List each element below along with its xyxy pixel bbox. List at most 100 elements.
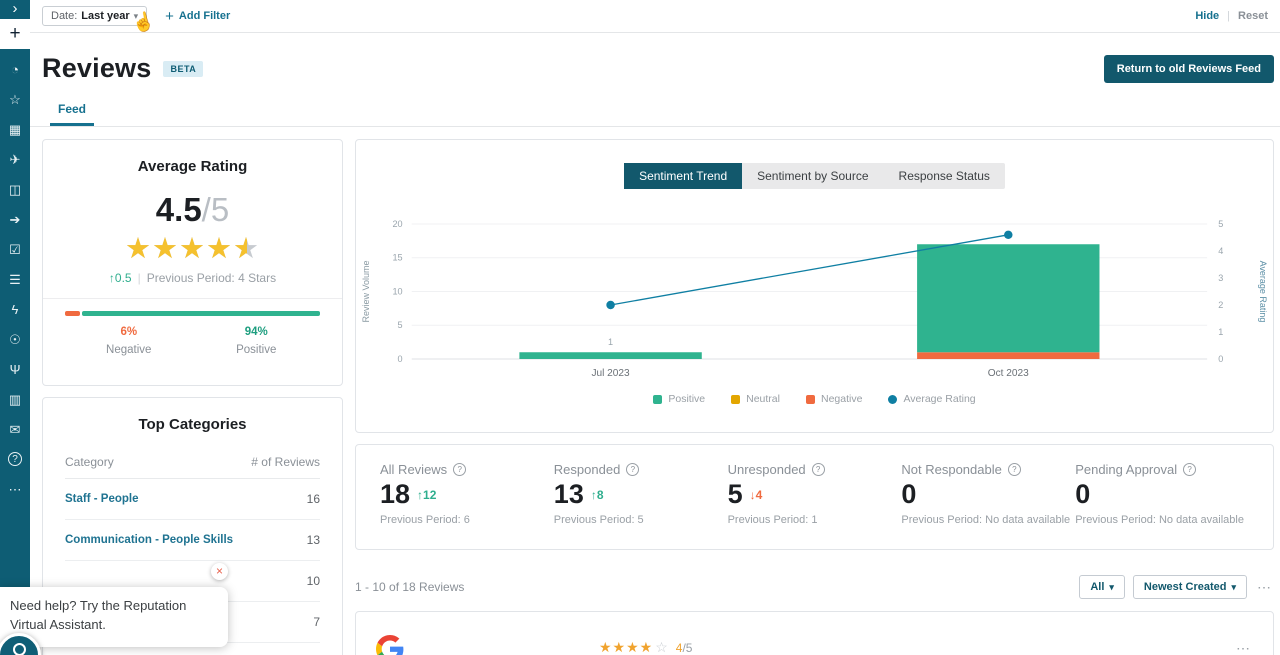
chart-legend: Positive Neutral Negative Average Rating — [356, 393, 1273, 405]
category-column-header: Category — [65, 455, 114, 469]
filter-all-dropdown[interactable]: All ▾ — [1079, 575, 1125, 599]
beta-badge: BETA — [163, 60, 204, 77]
sort-dropdown[interactable]: Newest Created ▾ — [1132, 575, 1247, 599]
more-icon[interactable]: ⋯ — [8, 482, 22, 497]
tab-sentiment-trend[interactable]: Sentiment Trend — [624, 163, 743, 189]
help-circle-icon[interactable]: ? — [811, 463, 825, 476]
tab-sentiment-by-source[interactable]: Sentiment by Source — [757, 169, 869, 183]
review-count: 1 - 10 of 18 Reviews — [355, 580, 465, 594]
mic-icon[interactable]: Ψ — [9, 362, 21, 377]
delta-up: ↑12 — [417, 487, 437, 502]
svg-text:5: 5 — [1218, 219, 1223, 229]
insights-icon[interactable]: ☉ — [9, 332, 21, 347]
filter-bar: Date: Last year ▾ + Add Filter Hide | Re… — [30, 0, 1280, 33]
plus-icon: + — [165, 7, 174, 25]
sidebar-add-button[interactable]: + — [0, 19, 30, 49]
chevron-down-icon: ▾ — [1109, 581, 1114, 592]
assistant-tooltip: Need help? Try the Reputation Virtual As… — [0, 587, 228, 647]
neutral-swatch-icon — [731, 394, 741, 404]
svg-text:1: 1 — [1218, 327, 1223, 337]
metric-not-respondable: Not Respondable? 0 Previous Period: No d… — [901, 462, 1071, 526]
svg-text:0: 0 — [1218, 354, 1223, 364]
help-circle-icon[interactable]: ? — [1183, 463, 1197, 476]
negative-bar-segment — [65, 311, 81, 316]
help-icon[interactable]: ? — [0, 445, 30, 475]
review-list-controls: 1 - 10 of 18 Reviews All ▾ Newest Create… — [355, 575, 1274, 599]
category-row: Communication - People Skills 13 — [65, 520, 320, 561]
delta-down: ↓4 — [749, 487, 763, 502]
legend-negative[interactable]: Negative — [805, 393, 862, 405]
category-link[interactable]: Communication - People Skills — [65, 534, 234, 546]
google-logo-icon — [376, 635, 404, 655]
legend-positive[interactable]: Positive — [653, 393, 705, 405]
legend-neutral[interactable]: Neutral — [731, 393, 780, 405]
tab-feed[interactable]: Feed — [50, 98, 95, 126]
review-star-rating: ★★★★ ☆ 4/5 — [599, 639, 693, 655]
average-rating-value: 4.5/5 — [155, 191, 230, 228]
more-options-icon[interactable]: ⋯ — [1257, 578, 1272, 595]
date-filter-dropdown[interactable]: Date: Last year ▾ — [42, 6, 148, 26]
analytics-icon[interactable]: ▥ — [8, 392, 22, 407]
assistant-head-icon — [12, 643, 26, 655]
positive-share: 94% Positive — [236, 326, 277, 357]
tasks-icon[interactable]: ☑ — [9, 242, 21, 257]
add-filter-button[interactable]: + Add Filter — [165, 7, 231, 25]
average-rating-swatch-icon — [888, 394, 898, 404]
star-icon[interactable]: ☆ — [9, 92, 21, 107]
svg-text:2: 2 — [1218, 300, 1223, 310]
svg-text:15: 15 — [392, 253, 402, 263]
chart-tab-group: Sentiment Trend Sentiment by Source Resp… — [624, 163, 1005, 189]
bolt-icon[interactable]: ϟ — [11, 302, 19, 317]
metric-all-reviews: All Reviews? 18 ↑12 Previous Period: 6 — [380, 462, 470, 526]
svg-text:10: 10 — [392, 287, 402, 297]
negative-swatch-icon — [805, 394, 815, 404]
svg-text:Jul 2023: Jul 2023 — [591, 368, 630, 379]
reset-link[interactable]: Reset — [1238, 10, 1268, 22]
category-row: Staff - People 16 — [65, 479, 320, 520]
briefcase-icon[interactable]: ◫ — [8, 182, 22, 197]
legend-average-rating[interactable]: Average Rating — [888, 393, 976, 405]
svg-text:0: 0 — [398, 354, 403, 364]
svg-text:1: 1 — [608, 337, 613, 347]
top-categories-title: Top Categories — [138, 416, 247, 433]
svg-text:Oct 2023: Oct 2023 — [988, 368, 1029, 379]
sentiment-trend-chart: 0 5 10 15 20 0 1 2 3 4 5 Review Volume Average Ratin… — [361, 219, 1268, 379]
date-filter-label: Date: — [51, 10, 78, 22]
average-rating-title: Average Rating — [137, 158, 248, 175]
return-old-feed-button[interactable]: Return to old Reviews Feed — [1103, 54, 1274, 83]
metric-unresponded: Unresponded? 5 ↓4 Previous Period: 1 — [728, 462, 902, 532]
negative-share: 6% Negative — [106, 326, 152, 357]
inbox-icon[interactable]: ✉ — [9, 422, 21, 437]
svg-text:5: 5 — [398, 320, 403, 330]
svg-text:Average Rating: Average Rating — [1258, 261, 1268, 323]
tab-response-status[interactable]: Response Status — [898, 169, 990, 183]
positive-swatch-icon — [653, 394, 663, 404]
avg-stars-fill: ★★★★★ — [125, 233, 247, 265]
metric-pending-approval: Pending Approval? 0 Previous Period: No … — [1075, 462, 1244, 526]
review-metrics-card: All Reviews? 18 ↑12 Previous Period: 6 Re… — [355, 444, 1274, 550]
help-circle-icon[interactable]: ? — [453, 463, 467, 476]
hide-link[interactable]: Hide — [1195, 10, 1220, 22]
page-title: Reviews — [42, 53, 152, 83]
send-icon[interactable]: ➔ — [9, 212, 21, 227]
reviews-column-header: # of Reviews — [251, 455, 320, 469]
category-link[interactable]: Staff - People — [65, 493, 139, 505]
delta-up: ↑8 — [590, 487, 604, 502]
launch-icon[interactable]: ✈ — [9, 152, 21, 167]
divider: | — [1227, 10, 1231, 22]
list-icon[interactable]: ☰ — [9, 272, 21, 287]
locations-icon[interactable]: ▦ — [8, 122, 22, 137]
average-rating-card: Average Rating 4.5/5 ★★★★★ ★★★★★ ↑0.5 | Pr… — [42, 139, 343, 386]
svg-text:20: 20 — [392, 219, 402, 229]
dashboard-icon[interactable]: ◔ — [11, 62, 19, 77]
chevron-down-icon: ▾ — [133, 10, 139, 21]
rating-delta: ↑0.5 | Previous Period: 4 Stars — [108, 271, 277, 285]
svg-text:4: 4 — [1218, 246, 1223, 256]
help-circle-icon[interactable]: ? — [626, 463, 640, 476]
page-tabs: Feed — [30, 98, 1280, 127]
help-circle-icon[interactable]: ? — [1007, 463, 1021, 476]
metric-responded: Responded? 13 ↑8 Previous Period: 5 — [553, 462, 644, 526]
review-more-options-icon[interactable]: ⋯ — [1236, 640, 1251, 655]
sidebar-expand-icon[interactable]: › — [12, 0, 18, 17]
tooltip-close-icon[interactable]: × — [211, 563, 228, 580]
